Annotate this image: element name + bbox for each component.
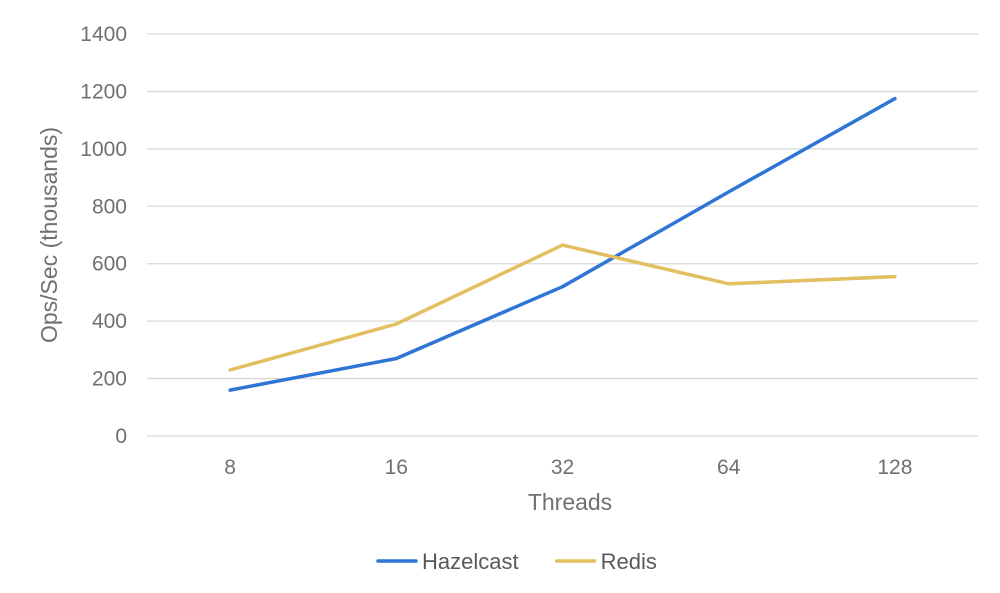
- legend-label-redis: Redis: [601, 549, 657, 574]
- y-axis-title: Ops/Sec (thousands): [36, 127, 62, 343]
- y-tick-label: 0: [115, 425, 127, 448]
- y-tick-label: 800: [92, 195, 127, 218]
- y-tick-label: 1200: [80, 80, 127, 103]
- legend: Hazelcast Redis: [376, 549, 657, 574]
- y-axis-tick-labels: 0 200 400 600 800 1000 1200 1400: [80, 23, 127, 448]
- x-axis-title: Threads: [528, 489, 612, 515]
- x-tick-label: 16: [385, 456, 408, 479]
- x-tick-label: 64: [717, 456, 741, 479]
- y-tick-label: 1000: [80, 138, 127, 161]
- y-tick-label: 200: [92, 368, 127, 391]
- y-tick-label: 600: [92, 253, 127, 276]
- x-tick-label: 32: [551, 456, 574, 479]
- x-axis-tick-labels: 8 16 32 64 128: [224, 456, 912, 479]
- x-tick-label: 8: [224, 456, 236, 479]
- y-tick-label: 1400: [80, 23, 127, 46]
- series-line-hazelcast: [228, 96, 897, 392]
- series-line-redis: [228, 243, 897, 372]
- x-tick-label: 128: [877, 456, 912, 479]
- legend-label-hazelcast: Hazelcast: [422, 549, 519, 574]
- y-tick-label: 400: [92, 310, 127, 333]
- gridlines: [147, 33, 978, 437]
- series-lines: [228, 96, 897, 392]
